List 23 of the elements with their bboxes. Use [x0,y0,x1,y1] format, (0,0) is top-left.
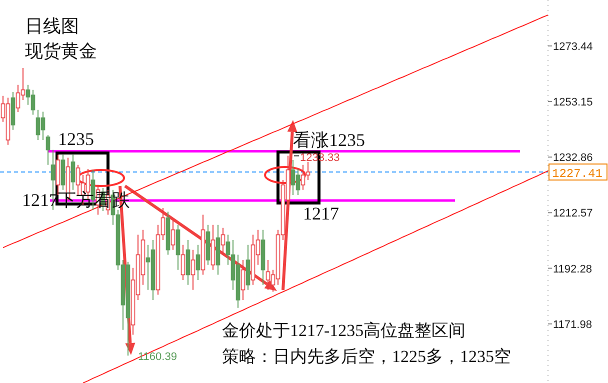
y-tick-label: 1212.57 [553,208,593,220]
candlestick [220,227,226,256]
candlestick [180,244,186,280]
candlestick [170,219,176,250]
annotation: 看涨1235 [293,130,365,150]
annotation: 策略：日内先多后空，1225多，1235空 [222,347,511,366]
ref-line-label: 1227.41 [552,167,602,182]
y-tick-label: 1171.98 [553,318,592,331]
y-tick-label: 1192.28 [553,263,592,276]
text: 日线图 [25,16,79,36]
y-tick-label: 1232.86 [553,152,593,164]
candlestick [190,249,196,290]
ref-line-label: 1217 [303,204,339,224]
candlestick [240,259,246,300]
y-tick-label: 1273.44 [553,40,593,53]
candlestick [70,154,76,190]
candlestick [196,244,200,280]
annotation: 金价处于1217-1235高位盘整区间 [222,321,466,340]
ref-line-label: 1235 [58,129,94,150]
y-tick-label: 1253.15 [553,96,593,109]
annotation: 1160.39 [138,351,177,363]
text: 现货黄金 [25,41,97,61]
candlestick [46,134,50,166]
